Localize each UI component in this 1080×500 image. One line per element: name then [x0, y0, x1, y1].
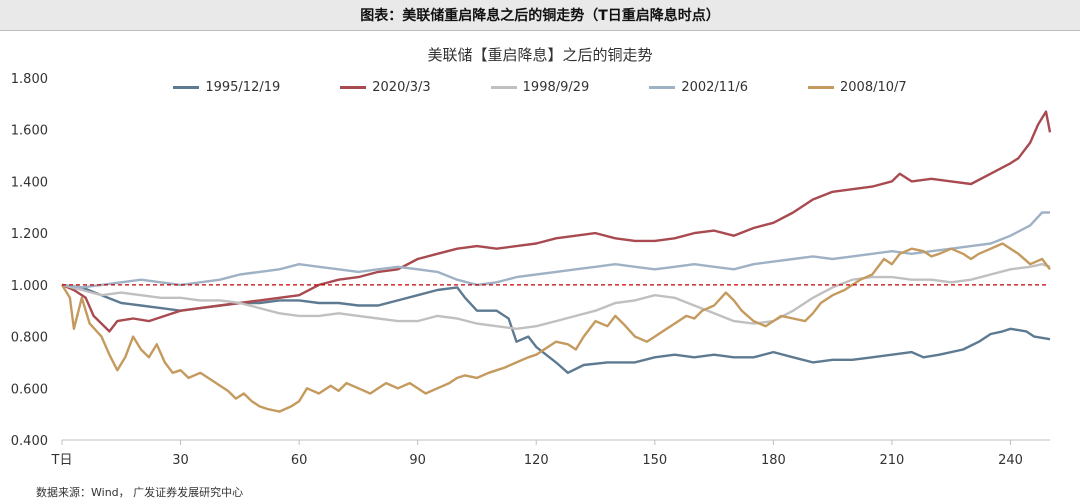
y-tick-label: 0.600 [11, 382, 48, 397]
series-line-1998-9-29 [61, 263, 1051, 330]
y-tick-label: 1.400 [11, 175, 48, 190]
x-tick-label: 60 [291, 453, 308, 468]
x-tick-label: 180 [761, 453, 786, 468]
legend-label-1995: 1995/12/19 [205, 79, 281, 95]
legend-item-1998: 1998/9/29 [490, 76, 590, 98]
series-line-2002-11-6 [61, 211, 1050, 289]
y-tick-label: 0.800 [11, 331, 48, 346]
chart-title: 美联储【重启降息】之后的铜走势 [427, 46, 653, 64]
legend-swatch-1995 [173, 85, 200, 89]
series-line-2008-10-7 [60, 242, 1051, 413]
x-tick-label: 30 [172, 453, 189, 468]
x-tick-label: 120 [524, 453, 549, 468]
series-line-1995-12-19 [61, 283, 1051, 374]
legend-swatch-1998 [490, 85, 517, 89]
x-tick-label: 150 [642, 453, 667, 468]
legend-item-2008: 2008/10/7 [808, 76, 907, 98]
header-divider [0, 30, 1080, 31]
chart-legend: 1995/12/19 2020/3/3 1998/9/29 2002/11/6 … [0, 76, 1080, 98]
figure-header: 图表：美联储重启降息之后的铜走势（T日重启降息时点） [0, 0, 1080, 30]
legend-label-2020: 2020/3/3 [372, 79, 431, 95]
legend-swatch-2020 [340, 85, 367, 89]
x-tick-label: T日 [51, 453, 73, 468]
legend-item-2020: 2020/3/3 [340, 76, 431, 98]
figure-header-title: 图表：美联储重启降息之后的铜走势（T日重启降息时点） [360, 8, 720, 24]
legend-label-2002: 2002/11/6 [681, 79, 748, 95]
legend-item-2002: 2002/11/6 [649, 76, 748, 98]
x-tick-label: 240 [998, 453, 1023, 468]
y-tick-label: 1.600 [11, 124, 48, 139]
x-tick-label: 210 [880, 453, 905, 468]
legend-swatch-2008 [808, 85, 834, 89]
legend-swatch-2002 [649, 85, 676, 89]
data-source-note: 数据来源：Wind， 广发证券发展研究中心 [36, 486, 244, 499]
series-line-2020-3-3 [61, 110, 1052, 333]
legend-label-1998: 1998/9/29 [522, 79, 590, 95]
x-tick-label: 90 [409, 453, 426, 468]
y-tick-label: 0.400 [11, 434, 48, 449]
legend-item-1995: 1995/12/19 [173, 76, 280, 98]
y-tick-label: 1.800 [11, 72, 48, 87]
legend-label-2008: 2008/10/7 [840, 79, 907, 95]
y-tick-label: 1.000 [11, 279, 48, 294]
y-tick-label: 1.200 [11, 227, 48, 242]
